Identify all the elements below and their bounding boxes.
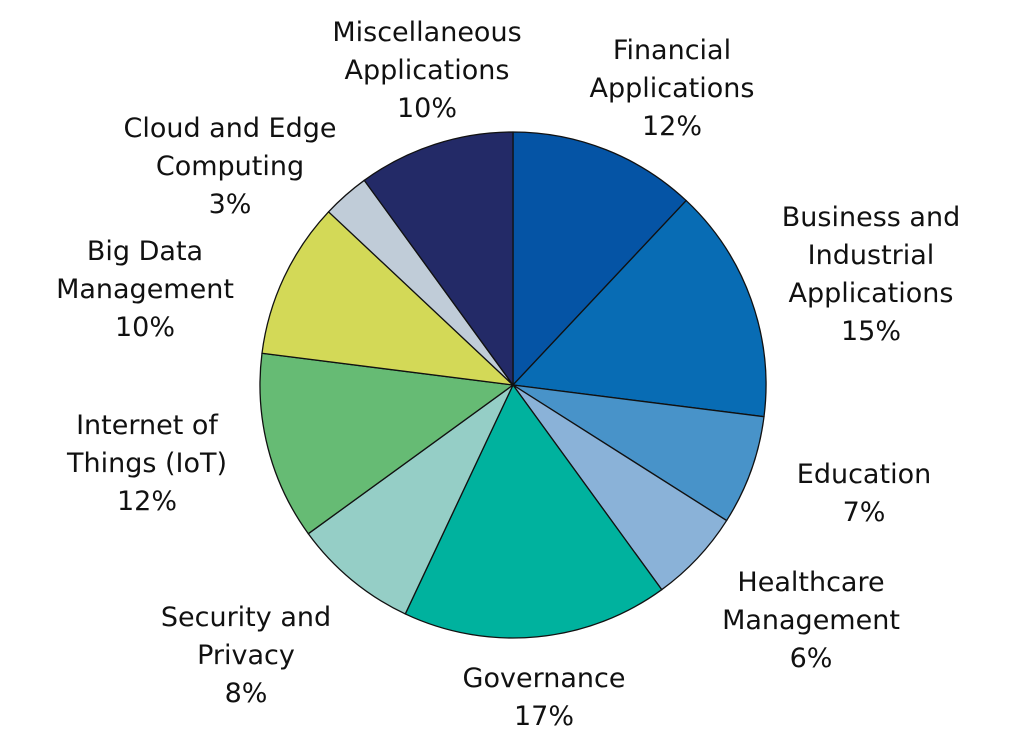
slice-label-text: Applications xyxy=(590,73,755,104)
pie-slice-5 xyxy=(404,384,663,639)
slice-label-text: Computing xyxy=(156,151,304,182)
slice-label-text: Management xyxy=(56,274,234,305)
slice-value-label: 12% xyxy=(117,486,177,517)
pie-slice-1 xyxy=(512,131,687,386)
slice-value-label: 15% xyxy=(841,316,901,347)
slice-label-6: Security and Privacy 8% xyxy=(161,602,331,709)
slice-value-label: 10% xyxy=(397,93,457,124)
slice-label-text: Industrial xyxy=(808,240,935,271)
slice-value-label: 6% xyxy=(790,643,833,674)
slice-label-text: Healthcare xyxy=(737,567,884,598)
slice-value-label: 8% xyxy=(225,678,268,709)
pie-slice-2 xyxy=(512,199,767,418)
slice-value-label: 3% xyxy=(209,189,252,220)
slice-label-text: Big Data xyxy=(87,236,203,267)
slice-label-text: Governance xyxy=(463,663,626,694)
slice-value-label: 7% xyxy=(843,497,886,528)
pie-slice-10 xyxy=(363,131,514,386)
slice-label-text: Business and xyxy=(782,202,960,233)
pie-slice-8 xyxy=(261,211,514,386)
slice-label-text: Security and xyxy=(161,602,331,633)
slice-value-label: 17% xyxy=(514,701,574,732)
slice-label-10: Miscellaneous Applications 10% xyxy=(332,17,521,124)
slice-label-text: Education xyxy=(797,459,931,490)
slice-label-text: Privacy xyxy=(197,640,295,671)
slice-label-text: Internet of xyxy=(76,410,219,441)
pie-slice-7 xyxy=(259,352,514,535)
slice-value-label: 10% xyxy=(115,312,175,343)
pie-slices xyxy=(259,131,767,639)
slice-label-text: Things (IoT) xyxy=(66,448,227,479)
slice-label-7: Internet of Things (IoT) 12% xyxy=(66,410,227,517)
slice-label-text: Applications xyxy=(345,55,510,86)
slice-label-5: Governance 17% xyxy=(463,663,626,732)
slice-label-text: Management xyxy=(722,605,900,636)
slice-label-3: Education 7% xyxy=(797,459,931,528)
slice-label-text: Applications xyxy=(789,278,954,309)
slice-label-text: Miscellaneous xyxy=(332,17,521,48)
pie-slice-6 xyxy=(307,384,514,615)
slice-label-9: Cloud and Edge Computing 3% xyxy=(123,113,336,220)
slice-label-8: Big Data Management 10% xyxy=(56,236,234,343)
pie-labels: Financial Applications 12% Business and Indu… xyxy=(56,17,960,732)
slice-label-text: Cloud and Edge xyxy=(123,113,336,144)
pie-slice-3 xyxy=(512,384,765,522)
slice-label-text: Financial xyxy=(613,35,731,66)
slice-label-2: Business and Industrial Applications 15% xyxy=(782,202,960,347)
slice-value-label: 12% xyxy=(642,111,702,142)
slice-label-4: Healthcare Management 6% xyxy=(722,567,900,674)
slice-label-1: Financial Applications 12% xyxy=(590,35,755,142)
